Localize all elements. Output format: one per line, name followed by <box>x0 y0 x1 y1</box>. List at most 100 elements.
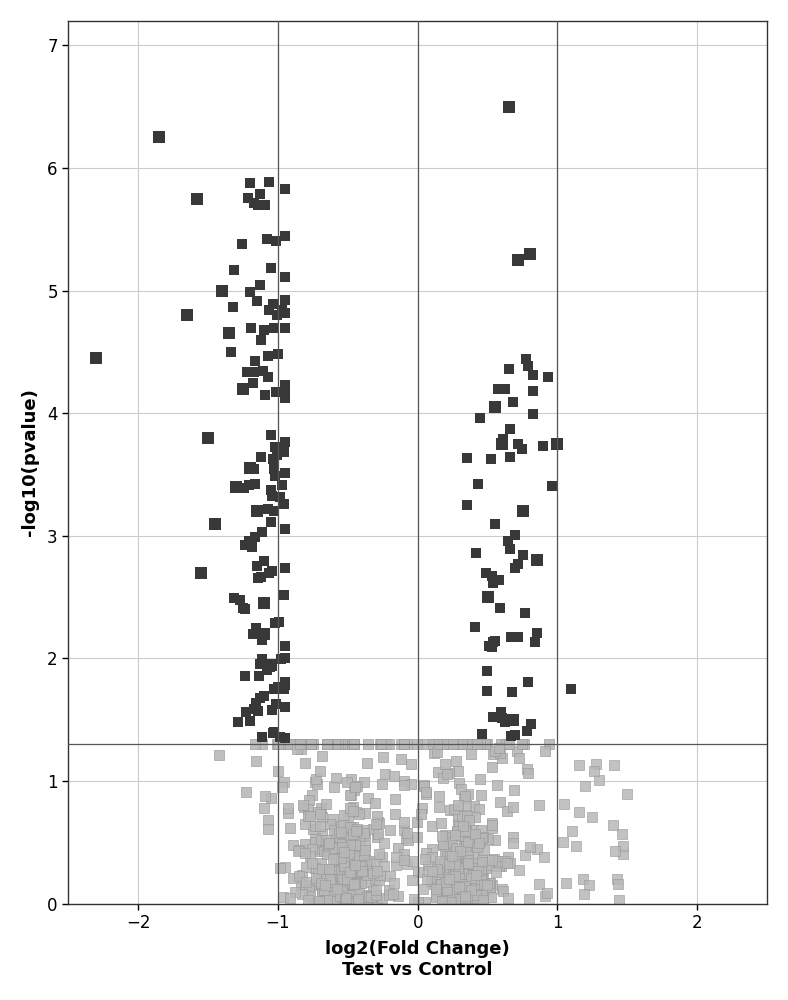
Point <box>288 884 301 900</box>
Point <box>398 736 411 752</box>
Point <box>338 875 351 891</box>
Point <box>298 843 310 859</box>
Point <box>397 736 410 752</box>
Point <box>281 800 294 816</box>
Point <box>459 883 472 899</box>
Point <box>261 662 273 678</box>
Point <box>362 874 374 890</box>
Point <box>320 870 333 886</box>
Point <box>484 881 496 897</box>
Point <box>320 796 333 812</box>
Point <box>334 892 347 908</box>
Point <box>449 827 462 843</box>
Point <box>251 503 263 519</box>
Point <box>333 894 346 910</box>
Point <box>244 320 257 336</box>
Point <box>351 821 363 837</box>
Point <box>278 587 291 603</box>
Point <box>389 806 402 822</box>
Point <box>516 503 529 519</box>
Point <box>446 883 459 899</box>
Point <box>333 886 345 902</box>
Point <box>314 806 326 822</box>
Point <box>292 843 305 859</box>
Point <box>513 862 526 878</box>
Point <box>470 887 482 903</box>
Point <box>308 834 321 850</box>
Point <box>279 390 292 406</box>
Point <box>269 468 281 484</box>
Point <box>349 865 362 881</box>
Point <box>452 868 465 884</box>
Point <box>492 572 505 588</box>
Point <box>337 807 350 823</box>
Point <box>314 855 327 871</box>
Point <box>277 681 290 697</box>
Point <box>336 893 349 909</box>
Point <box>432 764 444 780</box>
Point <box>511 556 524 572</box>
Point <box>314 763 326 779</box>
Point <box>522 765 534 781</box>
Point <box>284 820 296 836</box>
Point <box>347 736 359 752</box>
Point <box>437 837 449 853</box>
Point <box>180 307 193 323</box>
Point <box>392 840 404 856</box>
Point <box>469 875 481 891</box>
Point <box>243 284 256 300</box>
Point <box>444 802 456 818</box>
Point <box>445 888 458 904</box>
Point <box>338 854 351 870</box>
Point <box>439 756 452 772</box>
Point <box>322 888 334 904</box>
Point <box>343 861 355 877</box>
Point <box>359 805 371 821</box>
Point <box>476 854 489 870</box>
Point <box>452 881 465 897</box>
Point <box>336 844 349 860</box>
Point <box>329 844 341 860</box>
Point <box>446 834 459 850</box>
Point <box>270 307 283 323</box>
Point <box>456 891 469 907</box>
Point <box>337 854 350 870</box>
Point <box>392 888 404 904</box>
Point <box>460 818 473 834</box>
Point <box>508 782 521 798</box>
Point <box>442 871 455 887</box>
Point <box>153 129 165 145</box>
Point <box>475 863 488 879</box>
Point <box>504 449 516 465</box>
Point <box>449 848 462 864</box>
Point <box>344 819 356 835</box>
Point <box>306 841 318 857</box>
Point <box>430 861 443 877</box>
Point <box>258 626 270 642</box>
Point <box>457 876 470 892</box>
Point <box>268 320 281 336</box>
Point <box>305 736 318 752</box>
Point <box>497 883 510 899</box>
Point <box>318 869 330 885</box>
Point <box>226 299 239 315</box>
Point <box>243 175 256 191</box>
Point <box>512 252 525 268</box>
Point <box>346 736 359 752</box>
Point <box>440 736 453 752</box>
Point <box>388 791 401 807</box>
Point <box>348 782 360 798</box>
Point <box>433 864 445 880</box>
Point <box>455 828 467 844</box>
Point <box>277 496 290 512</box>
Point <box>456 878 469 894</box>
Point <box>346 889 359 905</box>
Point <box>311 876 324 892</box>
Point <box>502 736 515 752</box>
Point <box>362 736 374 752</box>
Point <box>384 822 396 838</box>
Point <box>344 887 356 903</box>
Point <box>258 595 270 611</box>
Point <box>324 870 336 886</box>
Point <box>336 859 349 875</box>
